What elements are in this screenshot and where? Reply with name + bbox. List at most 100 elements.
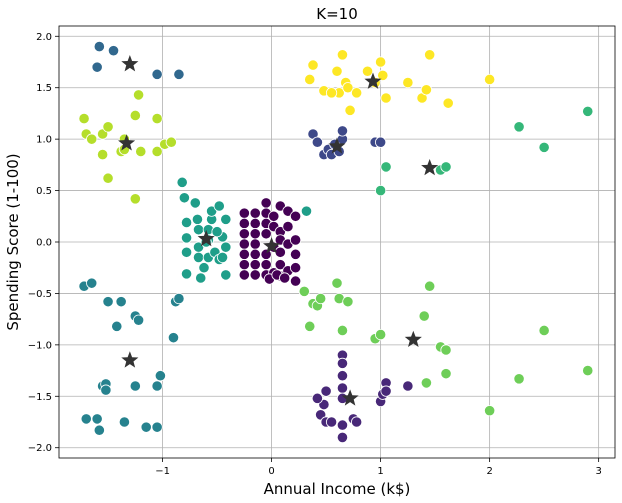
data-point: [129, 193, 141, 205]
data-point: [289, 248, 302, 260]
data-point: [274, 246, 286, 258]
data-point: [180, 216, 193, 229]
data-point: [135, 145, 147, 158]
data-point: [191, 213, 204, 225]
data-point: [424, 280, 436, 292]
data-point: [140, 421, 152, 433]
data-point: [86, 133, 98, 145]
data-point: [380, 385, 392, 397]
data-point: [289, 275, 302, 287]
data-point: [298, 285, 310, 297]
data-point: [238, 207, 250, 219]
data-point: [151, 68, 163, 80]
data-point: [100, 384, 112, 396]
data-point: [289, 234, 302, 246]
data-point: [189, 197, 201, 209]
y-axis-label: Spending Score (1-100): [4, 153, 22, 330]
data-point: [336, 125, 349, 137]
data-point: [167, 332, 180, 344]
data-point: [206, 205, 218, 217]
data-point: [274, 259, 286, 271]
data-point: [418, 310, 430, 322]
data-point: [311, 136, 323, 148]
data-point: [216, 251, 229, 264]
data-point: [336, 324, 349, 337]
data-point: [249, 248, 261, 260]
x-axis-label: Annual Income (k$): [264, 480, 411, 498]
data-point: [91, 61, 103, 73]
data-point: [249, 207, 261, 219]
data-point: [336, 431, 349, 444]
data-point: [195, 272, 207, 284]
data-point: [424, 49, 436, 61]
data-point: [211, 226, 223, 238]
data-point: [513, 121, 525, 133]
centroid-star-icon: [121, 351, 139, 368]
data-point: [165, 136, 177, 148]
centroid-star-icon: [121, 55, 139, 72]
data-point: [176, 176, 188, 188]
data-point: [238, 238, 250, 250]
centroids: [118, 55, 439, 406]
data-point: [129, 380, 141, 392]
data-point: [220, 213, 232, 225]
data-point: [380, 92, 392, 104]
x-tick-label: 2: [486, 466, 492, 477]
x-tick-label: −1: [155, 466, 170, 477]
data-point: [325, 87, 338, 99]
data-point: [336, 357, 349, 369]
data-point: [311, 392, 323, 404]
data-point: [289, 262, 302, 274]
data-point: [178, 192, 190, 204]
data-point: [132, 89, 145, 101]
centroid-star-icon: [118, 134, 136, 151]
data-point: [97, 148, 109, 161]
data-point: [582, 105, 594, 117]
data-point: [118, 416, 131, 428]
data-point: [377, 69, 389, 81]
data-point: [102, 121, 114, 133]
data-point: [173, 68, 185, 80]
data-point: [402, 380, 414, 392]
data-point: [192, 224, 205, 236]
centroid-star-icon: [328, 137, 346, 154]
data-point: [582, 364, 594, 377]
data-point: [238, 259, 250, 271]
ticks: −1 0 1 2 3 −2.0 −1.5 −1.0 −0.5 0.0 0.5 1.0 1.5 2.0: [28, 32, 602, 477]
data-point: [304, 320, 316, 332]
y-tick-label: 1.0: [36, 135, 52, 146]
data-point: [331, 277, 343, 289]
y-tick-label: −2.0: [28, 443, 52, 454]
data-point: [180, 246, 193, 258]
data-point: [402, 76, 414, 89]
data-point: [268, 210, 280, 222]
data-point: [375, 56, 387, 68]
data-point: [484, 405, 496, 417]
data-point: [151, 112, 163, 125]
centroid-star-icon: [197, 229, 215, 247]
data-point: [307, 59, 319, 71]
data-point: [213, 200, 225, 212]
y-tick-label: −1.5: [28, 392, 52, 403]
data-point: [440, 161, 452, 173]
data-point: [173, 292, 185, 305]
data-point: [320, 385, 332, 397]
data-point: [102, 296, 114, 308]
data-point: [442, 97, 454, 109]
centroid-star-icon: [421, 158, 439, 176]
data-points: [78, 40, 594, 444]
data-point: [154, 370, 166, 382]
data-point: [260, 197, 272, 209]
data-point: [440, 368, 452, 380]
data-point: [361, 65, 374, 77]
data-point: [336, 382, 349, 394]
data-point: [513, 373, 525, 385]
data-point: [78, 112, 90, 125]
x-tick-label: 3: [595, 466, 601, 477]
data-point: [151, 380, 163, 392]
data-point: [180, 268, 193, 280]
chart-title: K=10: [316, 5, 358, 23]
data-point: [238, 228, 250, 240]
data-point: [420, 377, 432, 389]
